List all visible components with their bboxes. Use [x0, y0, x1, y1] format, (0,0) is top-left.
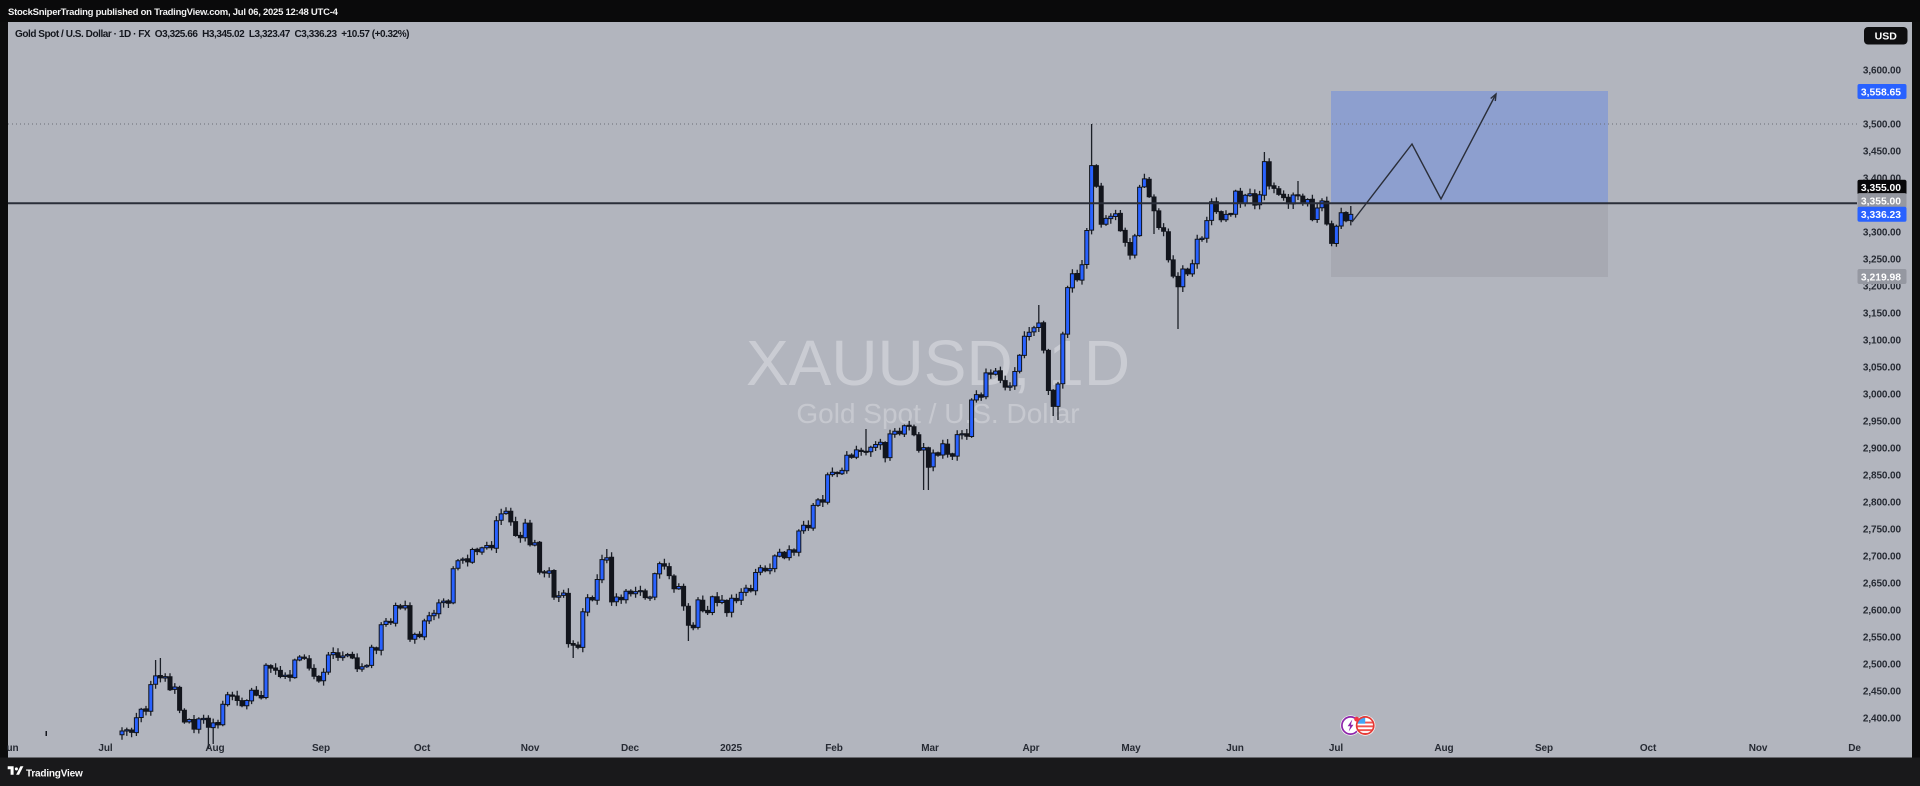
svg-text:Apr: Apr: [1023, 743, 1040, 754]
svg-text:2025: 2025: [720, 743, 742, 754]
svg-text:3,100.00: 3,100.00: [1863, 335, 1902, 346]
svg-text:3,050.00: 3,050.00: [1863, 362, 1902, 373]
svg-text:2,550.00: 2,550.00: [1863, 632, 1902, 643]
svg-text:3,558.65: 3,558.65: [1861, 87, 1901, 98]
svg-text:Dec: Dec: [621, 743, 640, 754]
svg-text:De: De: [1848, 743, 1861, 754]
svg-text:Oct: Oct: [414, 743, 431, 754]
svg-text:3,250.00: 3,250.00: [1863, 254, 1902, 265]
svg-text:3,200.00: 3,200.00: [1863, 281, 1902, 292]
svg-text:Jul: Jul: [1329, 743, 1343, 754]
svg-text:StockSniperTrading published o: StockSniperTrading published on TradingV…: [8, 7, 339, 18]
svg-text:Nov: Nov: [1749, 743, 1768, 754]
svg-text:Aug: Aug: [205, 743, 224, 754]
svg-text:3,450.00: 3,450.00: [1863, 146, 1902, 157]
svg-text:May: May: [1121, 743, 1141, 754]
svg-text:2,950.00: 2,950.00: [1863, 416, 1902, 427]
svg-text:3,150.00: 3,150.00: [1863, 308, 1902, 319]
svg-text:2,700.00: 2,700.00: [1863, 551, 1902, 562]
svg-text:2,450.00: 2,450.00: [1863, 686, 1902, 697]
svg-text:USD: USD: [1875, 31, 1898, 43]
svg-text:Oct: Oct: [1640, 743, 1657, 754]
svg-text:TradingView: TradingView: [26, 769, 83, 780]
svg-text:2,800.00: 2,800.00: [1863, 497, 1902, 508]
svg-text:2,650.00: 2,650.00: [1863, 578, 1902, 589]
svg-text:XAUUSD, 1D: XAUUSD, 1D: [746, 327, 1130, 399]
svg-text:3,600.00: 3,600.00: [1863, 65, 1902, 76]
svg-text:2,900.00: 2,900.00: [1863, 443, 1902, 454]
svg-text:3,400.00: 3,400.00: [1863, 173, 1902, 184]
svg-text:3,300.00: 3,300.00: [1863, 227, 1902, 238]
svg-text:3,355.00: 3,355.00: [1861, 196, 1901, 207]
svg-text:un: un: [7, 743, 19, 754]
svg-text:2,750.00: 2,750.00: [1863, 524, 1902, 535]
svg-text:Nov: Nov: [521, 743, 540, 754]
svg-text:Aug: Aug: [1434, 743, 1453, 754]
svg-text:2,400.00: 2,400.00: [1863, 713, 1902, 724]
svg-text:3,500.00: 3,500.00: [1863, 119, 1902, 130]
svg-text:Sep: Sep: [312, 743, 330, 754]
svg-text:Feb: Feb: [825, 743, 842, 754]
svg-text:3,219.98: 3,219.98: [1861, 272, 1901, 283]
svg-text:3,000.00: 3,000.00: [1863, 389, 1902, 400]
svg-text:Jul: Jul: [98, 743, 112, 754]
svg-text:Jun: Jun: [1226, 743, 1243, 754]
svg-text:2,500.00: 2,500.00: [1863, 659, 1902, 670]
svg-text:2,600.00: 2,600.00: [1863, 605, 1902, 616]
svg-text:Gold Spot / U.S. Dollar · 1D ·: Gold Spot / U.S. Dollar · 1D · FX O3,325…: [15, 29, 409, 40]
svg-text:Gold Spot / U.S. Dollar: Gold Spot / U.S. Dollar: [796, 398, 1079, 429]
svg-text:3,355.00: 3,355.00: [1861, 183, 1901, 194]
svg-text:3,336.23: 3,336.23: [1861, 210, 1901, 221]
svg-text:2,850.00: 2,850.00: [1863, 470, 1902, 481]
svg-text:Mar: Mar: [921, 743, 939, 754]
svg-text:Sep: Sep: [1535, 743, 1553, 754]
